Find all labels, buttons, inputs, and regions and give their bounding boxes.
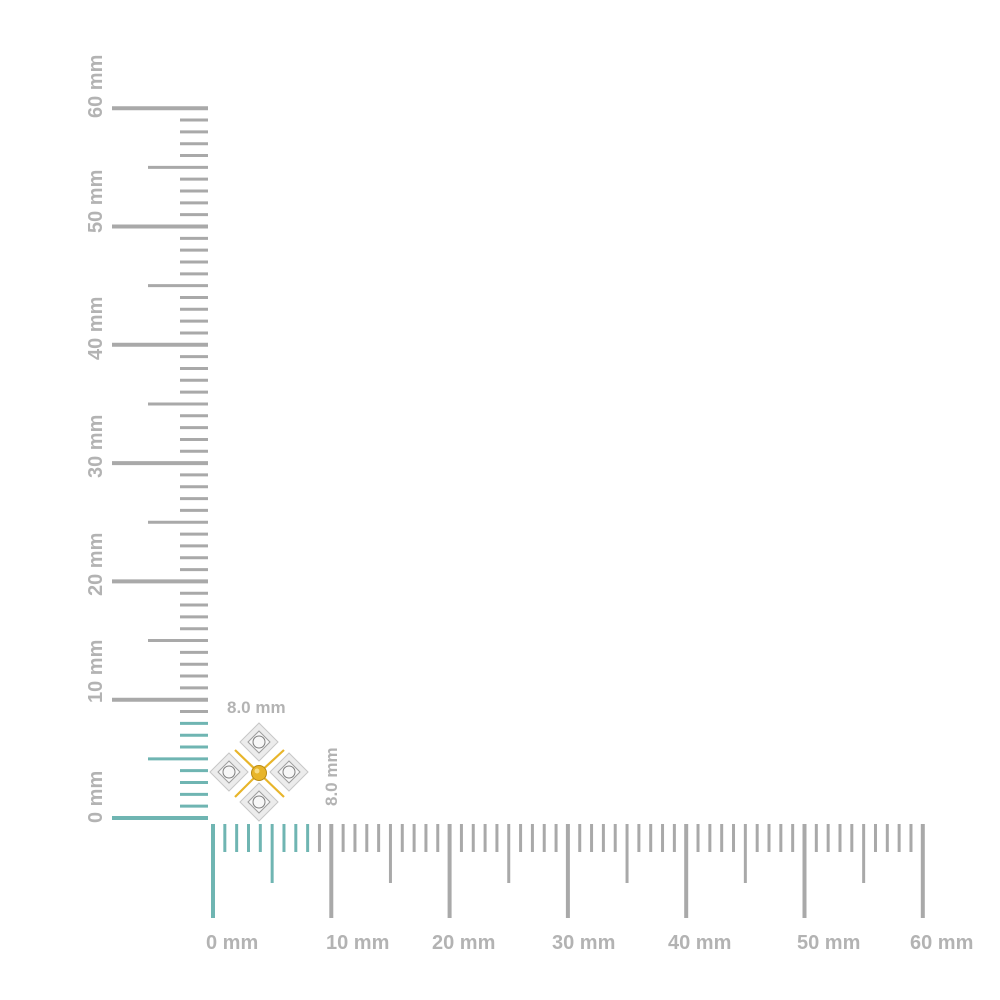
vertical-ruler-labels: 0 mm 10 mm 20 mm 30 mm 40 mm 50 mm 60 mm	[85, 55, 107, 823]
right-petal	[269, 752, 309, 792]
x-label-50: 50 mm	[797, 932, 860, 954]
horizontal-ruler	[211, 824, 925, 918]
vertical-ruler	[112, 106, 208, 820]
y-label-20: 20 mm	[85, 533, 107, 596]
y-label-50: 50 mm	[85, 170, 107, 233]
left-petal	[209, 752, 249, 792]
x-label-10: 10 mm	[326, 932, 389, 954]
gold-center-bead	[251, 765, 267, 781]
y-label-60: 60 mm	[85, 55, 107, 118]
x-label-60: 60 mm	[910, 932, 973, 954]
x-label-20: 20 mm	[432, 932, 495, 954]
bottom-petal	[239, 782, 279, 822]
horizontal-ruler-labels: 0 mm 10 mm 20 mm 30 mm 40 mm 50 mm 60 mm	[206, 932, 973, 954]
height-dimension-label: 8.0 mm	[322, 747, 341, 806]
flower-earring-icon	[209, 722, 309, 822]
y-label-10: 10 mm	[85, 640, 107, 703]
y-label-40: 40 mm	[85, 297, 107, 360]
top-petal	[239, 722, 279, 762]
x-label-0: 0 mm	[206, 932, 258, 954]
x-label-40: 40 mm	[668, 932, 731, 954]
y-label-0: 0 mm	[85, 771, 107, 823]
x-label-30: 30 mm	[552, 932, 615, 954]
y-label-30: 30 mm	[85, 415, 107, 478]
width-dimension-label: 8.0 mm	[227, 698, 286, 717]
